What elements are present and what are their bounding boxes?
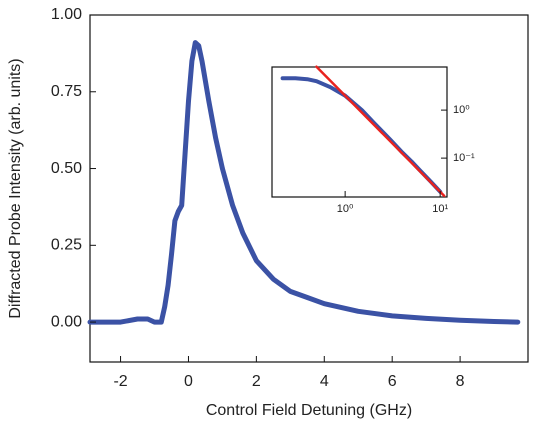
plot-series [280, 65, 446, 197]
y-tick-label: 10⁻¹ [453, 152, 475, 164]
x-tick-label: 6 [388, 373, 397, 390]
plot-frame [271, 66, 448, 198]
data-line [87, 40, 521, 325]
x-tick-label: 10¹ [432, 203, 448, 215]
plot-series [87, 40, 521, 325]
x-axis-label: Control Field Detuning (GHz) [206, 402, 412, 419]
x-tick-label: 4 [320, 373, 329, 390]
y-axis-label: Diffracted Probe Intensity (arb. units) [7, 58, 24, 318]
y-tick-label: 0.75 [51, 83, 82, 100]
x-tick-label: 0 [184, 373, 193, 390]
x-tick-label: 2 [252, 373, 261, 390]
y-tick-label: 0.50 [51, 160, 82, 177]
x-tick-label: -2 [113, 373, 127, 390]
y-tick-label: 0.25 [51, 237, 82, 254]
x-tick-label: 8 [456, 373, 465, 390]
y-tick-label: 10⁰ [453, 104, 470, 116]
y-tick-label: 1.00 [51, 6, 82, 23]
data-line [315, 65, 446, 197]
x-tick-label: 10⁰ [337, 203, 354, 215]
y-tick-label: 0.00 [51, 313, 82, 330]
